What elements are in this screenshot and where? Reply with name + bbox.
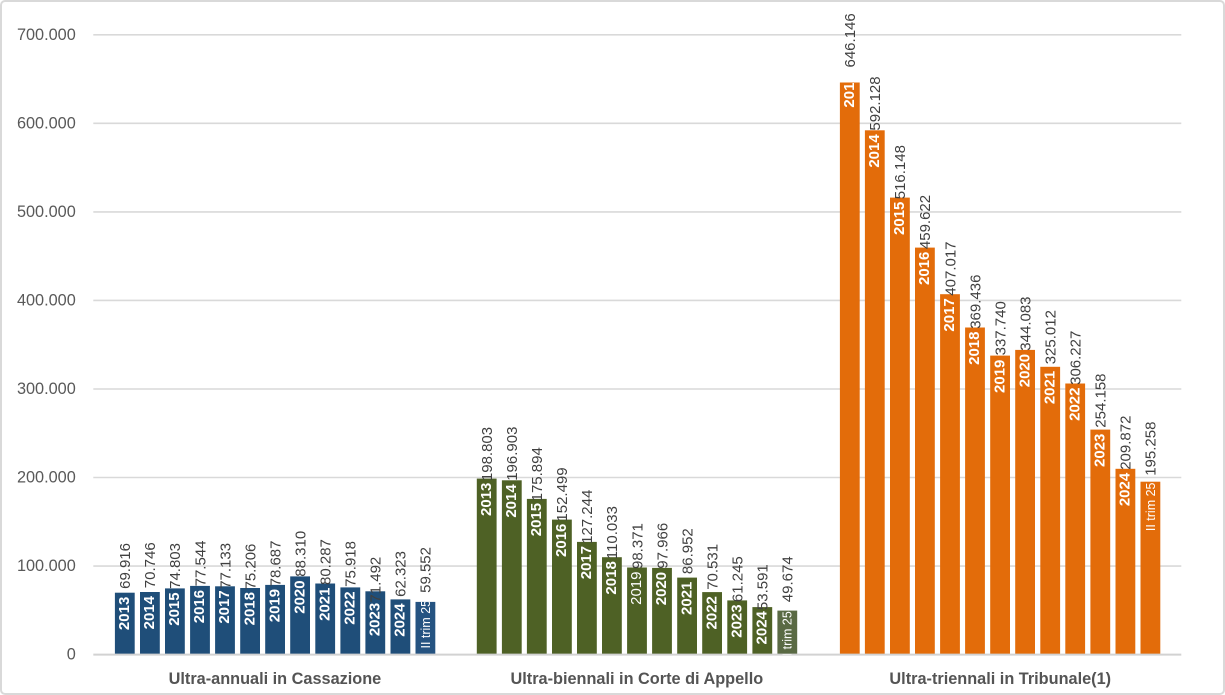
svg-text:196.903: 196.903 [504,427,521,481]
svg-text:2018: 2018 [966,332,983,365]
svg-text:Ultra-triennali in Tribunale(1: Ultra-triennali in Tribunale(1) [889,670,1111,688]
svg-text:78.687: 78.687 [267,541,284,587]
svg-text:700.000: 700.000 [17,26,76,44]
svg-text:200.000: 200.000 [17,469,76,487]
svg-text:II trim 25: II trim 25 [781,611,795,660]
svg-text:0: 0 [67,646,76,664]
svg-text:2018: 2018 [603,561,620,594]
svg-text:70.746: 70.746 [142,542,159,588]
svg-text:2013: 2013 [478,483,495,516]
svg-text:97.966: 97.966 [654,523,671,569]
svg-text:2024: 2024 [753,610,770,644]
svg-text:459.622: 459.622 [917,195,934,249]
svg-text:59.552: 59.552 [418,547,435,593]
svg-text:2016: 2016 [553,524,570,557]
svg-text:2020: 2020 [1016,354,1033,387]
svg-text:II trim 25: II trim 25 [419,600,433,649]
svg-text:306.227: 306.227 [1067,331,1084,385]
svg-text:74.803: 74.803 [167,543,184,589]
svg-text:75.918: 75.918 [342,541,359,587]
svg-text:2022: 2022 [703,596,720,629]
svg-text:Ultra-annuali in Cassazione: Ultra-annuali in Cassazione [169,670,382,688]
svg-text:2023: 2023 [367,603,384,636]
svg-text:337.740: 337.740 [992,301,1009,355]
svg-text:344.083: 344.083 [1017,296,1034,350]
svg-text:2019: 2019 [266,589,283,622]
svg-text:86.952: 86.952 [679,528,696,574]
svg-text:2019: 2019 [991,360,1008,393]
svg-text:2014: 2014 [141,595,158,629]
svg-text:110.033: 110.033 [604,506,621,559]
svg-text:2019: 2019 [628,572,645,605]
svg-text:2022: 2022 [1066,388,1083,421]
svg-text:2017: 2017 [578,546,595,579]
svg-text:70.531: 70.531 [704,544,721,590]
svg-text:98.371: 98.371 [629,523,646,569]
svg-text:2013: 2013 [841,74,858,107]
svg-text:77.133: 77.133 [217,543,234,589]
svg-text:Ultra-biennali in Corte di App: Ultra-biennali in Corte di Appello [511,670,764,688]
svg-text:49.674: 49.674 [780,556,797,602]
svg-text:2024: 2024 [1117,472,1134,506]
svg-text:69.916: 69.916 [117,543,134,589]
svg-text:2024: 2024 [392,603,409,637]
svg-text:516.148: 516.148 [892,145,909,199]
svg-text:2015: 2015 [166,592,183,625]
svg-text:77.544: 77.544 [192,541,209,587]
svg-text:71.492: 71.492 [368,557,385,603]
svg-text:369.436: 369.436 [967,275,984,329]
svg-text:2021: 2021 [316,588,333,621]
svg-text:2018: 2018 [241,592,258,625]
svg-text:175.894: 175.894 [529,447,546,501]
svg-text:198.803: 198.803 [479,427,496,481]
svg-text:2020: 2020 [291,580,308,613]
svg-text:646.146: 646.146 [842,13,859,67]
svg-text:53.591: 53.591 [754,564,771,610]
svg-text:2017: 2017 [941,298,958,331]
svg-text:2017: 2017 [216,590,233,623]
svg-text:II trim 25: II trim 25 [1144,482,1158,531]
svg-text:2013: 2013 [116,597,133,630]
svg-text:400.000: 400.000 [17,291,76,309]
svg-text:62.323: 62.323 [393,551,410,597]
svg-text:2015: 2015 [528,503,545,536]
svg-text:407.017: 407.017 [942,241,959,295]
svg-text:2020: 2020 [653,572,670,605]
svg-text:2016: 2016 [191,590,208,623]
svg-text:75.206: 75.206 [242,544,259,590]
svg-text:600.000: 600.000 [17,114,76,132]
svg-text:2023: 2023 [728,604,745,637]
svg-text:2015: 2015 [891,202,908,235]
svg-text:325.012: 325.012 [1042,310,1059,364]
svg-text:209.872: 209.872 [1118,416,1135,470]
svg-text:61.245: 61.245 [729,556,746,602]
svg-text:152.499: 152.499 [554,467,571,521]
svg-text:2014: 2014 [503,484,520,518]
svg-text:88.310: 88.310 [292,531,309,577]
svg-text:592.128: 592.128 [867,76,884,130]
svg-text:195.258: 195.258 [1143,422,1160,476]
svg-text:80.287: 80.287 [317,539,334,585]
svg-text:2022: 2022 [341,591,358,624]
svg-text:2016: 2016 [916,252,933,285]
svg-text:500.000: 500.000 [17,203,76,221]
svg-text:300.000: 300.000 [17,380,76,398]
svg-text:100.000: 100.000 [17,557,76,575]
svg-text:2021: 2021 [678,582,695,615]
svg-text:254.158: 254.158 [1093,373,1110,427]
svg-text:2014: 2014 [866,134,883,168]
svg-text:2021: 2021 [1041,371,1058,404]
svg-text:2023: 2023 [1092,434,1109,467]
svg-text:127.244: 127.244 [579,490,596,544]
